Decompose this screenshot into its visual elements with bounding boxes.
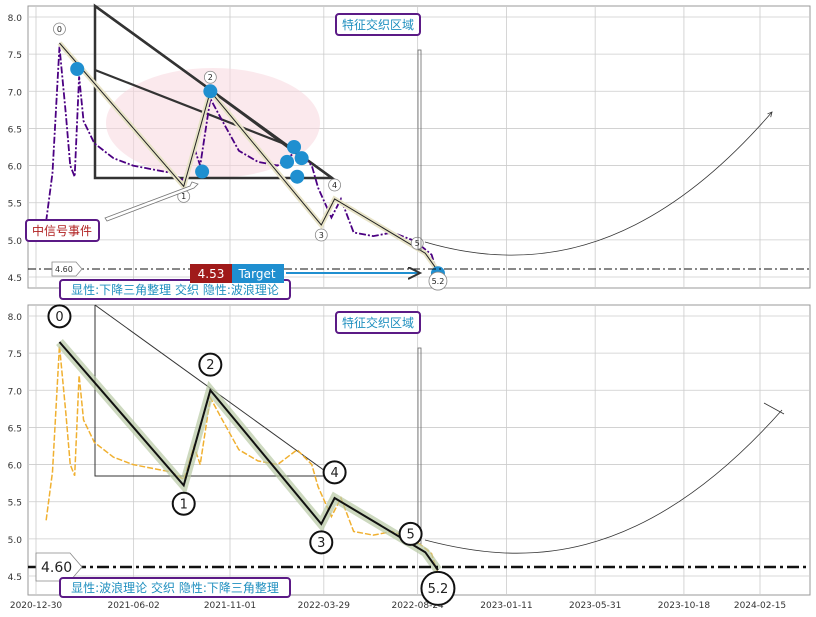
y-tick-label: 8.0 <box>8 313 23 323</box>
wave-label: 1 <box>180 497 188 512</box>
wave-label: 2 <box>208 73 213 82</box>
wave-label: 2 <box>206 358 214 373</box>
price-target-tag: 4.53 Target <box>190 264 284 283</box>
y-tick-label: 5.5 <box>8 200 22 210</box>
price-series-line <box>45 46 439 276</box>
wave-label-circle <box>203 70 217 84</box>
bottom-triangle <box>94 305 332 477</box>
top-region-text: 特征交织区域 <box>342 17 414 32</box>
y-tick-label: 5.5 <box>8 499 22 509</box>
target-tag-text: Target <box>237 267 275 281</box>
x-tick-label: 2023-10-18 <box>658 601 711 611</box>
wave-label: 5.2 <box>428 582 449 597</box>
pivot-marker <box>290 169 305 184</box>
bottom-region-text: 特征交织区域 <box>342 315 414 330</box>
top-level-tag-shape <box>51 261 83 277</box>
y-tick-label: 7.0 <box>8 88 23 98</box>
top-wave-labels: 0 1 2 3 4 5 5.2 <box>53 22 448 291</box>
wave-label: 0 <box>55 310 63 325</box>
y-tick-label: 7.5 <box>8 51 22 61</box>
bottom-panel: 8.0 7.5 7.0 6.5 6.0 5.5 5.0 4.5 2020-12-30 2021-… <box>8 304 811 611</box>
bottom-level-tag-shape <box>35 552 83 582</box>
pivot-marker <box>294 151 309 166</box>
pivot-marker <box>203 84 218 99</box>
x-tick-label: 2020-12-30 <box>10 601 63 611</box>
x-tick-label: 2021-11-01 <box>204 601 256 611</box>
top-pattern-text: 显性:下降三角整理 交织 隐性:波浪理论 <box>71 282 279 297</box>
upper-channel-line <box>94 68 301 152</box>
wave-line <box>58 341 439 571</box>
wave-label-circle <box>428 271 448 291</box>
bottom-projection-arc <box>424 409 783 554</box>
wave-label-circle <box>420 570 456 606</box>
wave-label-circle <box>328 178 342 192</box>
bottom-wave-labels: 0 1 2 3 4 5 5.2 <box>47 304 456 606</box>
top-region-label: 特征交织区域 <box>335 13 421 36</box>
y-tick-label: 6.0 <box>8 163 23 173</box>
bottom-region-label: 特征交织区域 <box>335 311 421 334</box>
top-y-ticks: 8.0 7.5 7.0 6.5 6.0 5.5 5.0 4.5 <box>8 14 23 284</box>
wave-label-circle <box>410 236 424 250</box>
pivot-marker <box>280 154 295 169</box>
event-arrow <box>104 181 199 222</box>
top-wave-path <box>57 41 440 273</box>
top-vertical-marker <box>417 49 422 251</box>
pivot-marker <box>70 62 85 76</box>
bottom-level-tag: 4.60 <box>41 560 72 576</box>
y-tick-label: 7.5 <box>8 350 22 360</box>
top-decorations <box>93 3 336 180</box>
y-tick-label: 4.5 <box>8 573 22 583</box>
wave-label: 1 <box>181 192 186 201</box>
y-tick-label: 8.0 <box>8 14 23 24</box>
top-markers <box>70 62 445 281</box>
wave-label-circle <box>314 228 328 242</box>
pivot-marker <box>287 140 302 154</box>
y-tick-label: 5.0 <box>8 536 23 546</box>
wave-label-circle <box>322 460 347 485</box>
y-tick-label: 6.5 <box>8 125 22 135</box>
top-projection-arc <box>424 112 772 256</box>
top-level-tag: 4.60 <box>55 265 73 274</box>
event-label: 中信号事件 <box>25 219 100 242</box>
bottom-arc-cap <box>763 402 785 415</box>
price-tag-text: 4.53 <box>198 267 225 281</box>
x-tick-label: 2022-03-29 <box>298 601 351 611</box>
x-ticks: 2020-12-30 2021-06-02 2021-11-01 2022-03-29… <box>10 601 786 611</box>
wave-label: 3 <box>317 536 325 551</box>
x-tick-label: 2021-06-02 <box>107 601 159 611</box>
y-tick-label: 5.0 <box>8 237 23 247</box>
wave-label-circle <box>171 491 196 516</box>
bottom-wave-path <box>56 339 442 573</box>
wave-label: 0 <box>57 25 62 34</box>
wave-label-circle <box>309 530 334 555</box>
y-tick-label: 7.0 <box>8 387 23 397</box>
event-label-text: 中信号事件 <box>32 223 92 238</box>
wave-label-circle <box>398 521 423 546</box>
x-tick-label: 2023-01-11 <box>480 601 532 611</box>
y-tick-label: 4.5 <box>8 274 22 284</box>
top-pattern-label: 显性:下降三角整理 交织 隐性:波浪理论 <box>59 279 291 300</box>
wave-label: 3 <box>319 231 324 240</box>
wave-label: 4 <box>330 466 338 481</box>
top-price-line <box>45 46 439 276</box>
bottom-pattern-text: 显性:波浪理论 交织 隐性:下降三角整理 <box>71 580 279 595</box>
x-tick-label: 2022-08-24 <box>391 601 444 611</box>
wave-line <box>59 42 439 272</box>
wave-label: 4 <box>332 181 337 190</box>
wave-label: 5.2 <box>432 277 445 286</box>
y-tick-label: 6.5 <box>8 424 22 434</box>
wave-label: 5 <box>406 527 414 542</box>
wave-label-circle <box>53 22 66 36</box>
bottom-pattern-label: 显性:波浪理论 交织 隐性:下降三角整理 <box>59 577 291 598</box>
bottom-y-ticks: 8.0 7.5 7.0 6.5 6.0 5.5 5.0 4.5 <box>8 313 23 583</box>
wave-label: 5 <box>415 239 420 248</box>
x-tick-label: 2023-05-31 <box>569 601 621 611</box>
x-tick-label: 2024-02-15 <box>734 601 786 611</box>
y-tick-label: 6.0 <box>8 462 23 472</box>
wave-label-circle <box>47 304 72 329</box>
wave-label-circle <box>198 352 223 377</box>
pivot-marker <box>195 164 210 179</box>
